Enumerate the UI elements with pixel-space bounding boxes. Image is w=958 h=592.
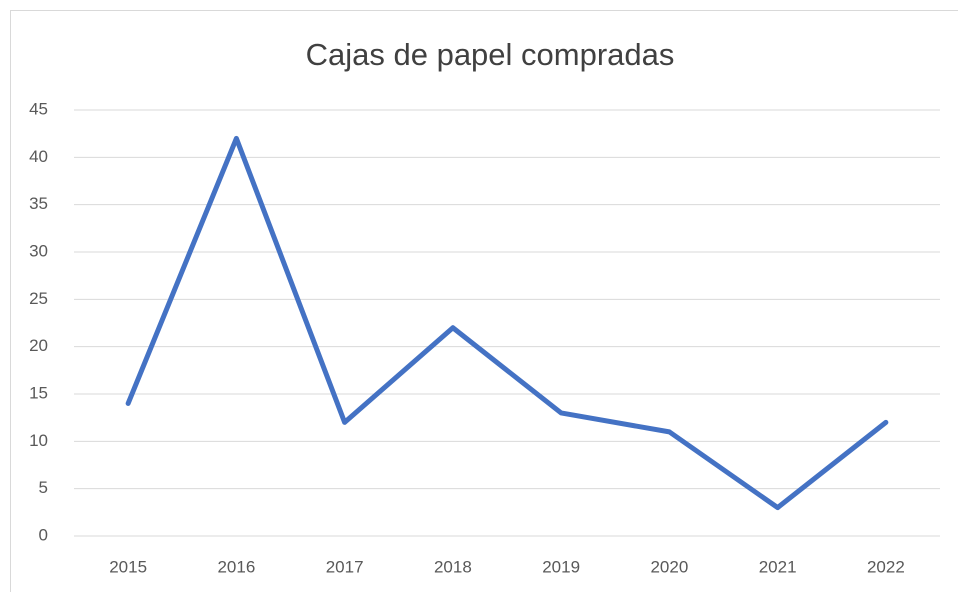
x-tick-label: 2017 [326, 557, 364, 576]
chart-title: Cajas de papel compradas [306, 37, 675, 72]
x-tick-label: 2016 [217, 557, 255, 576]
x-tick-label: 2021 [759, 557, 797, 576]
y-tick-label: 35 [29, 194, 48, 213]
chart-border [10, 10, 958, 592]
x-tick-label: 2022 [867, 557, 905, 576]
y-tick-label: 20 [29, 336, 48, 355]
x-tick-label: 2015 [109, 557, 147, 576]
x-tick-label: 2018 [434, 557, 472, 576]
y-tick-label: 10 [29, 431, 48, 450]
y-tick-label: 0 [39, 525, 48, 544]
y-tick-label: 45 [29, 99, 48, 118]
data-line [125, 135, 889, 511]
x-tick-label: 2020 [650, 557, 688, 576]
y-tick-label: 30 [29, 241, 48, 260]
y-tick-label: 5 [39, 478, 48, 497]
x-tick-label: 2019 [542, 557, 580, 576]
y-tick-label: 40 [29, 147, 48, 166]
y-tick-label: 25 [29, 289, 48, 308]
y-tick-label: 15 [29, 383, 48, 402]
